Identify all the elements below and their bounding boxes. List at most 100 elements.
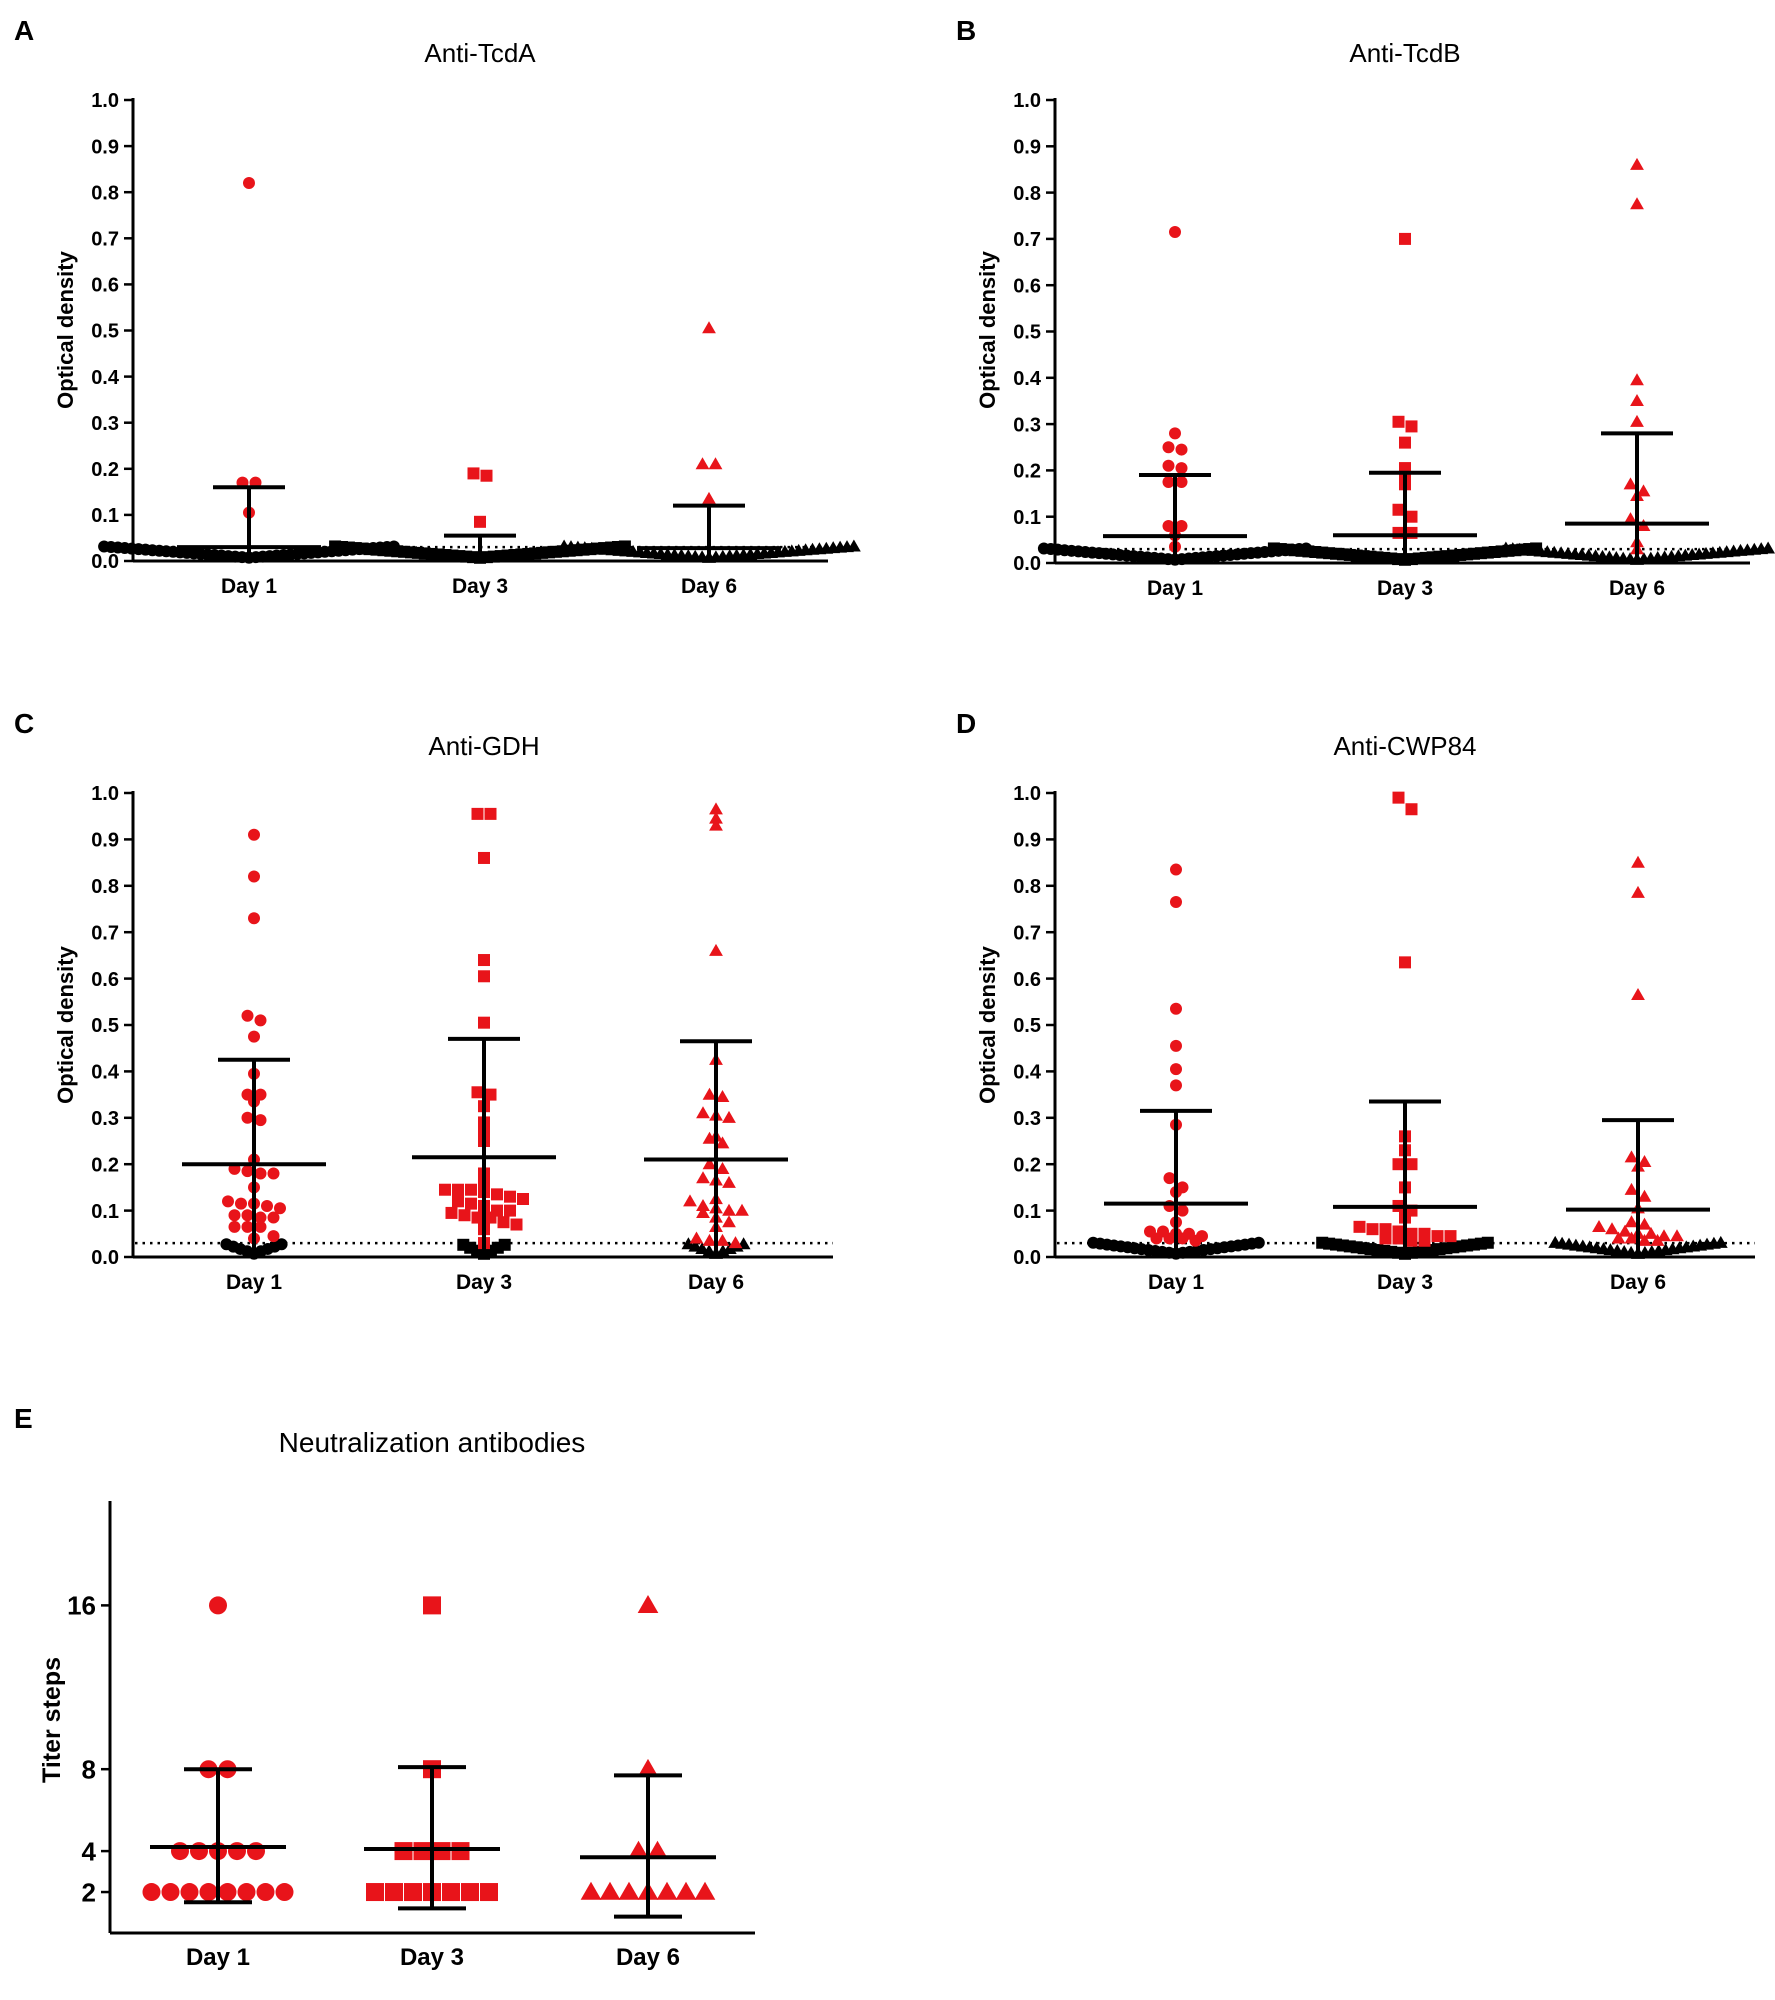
data-point — [241, 1009, 254, 1022]
y-tick-label: 0.6 — [1013, 969, 1041, 991]
y-tick-label: 0.0 — [1013, 1247, 1041, 1269]
data-point — [452, 1195, 464, 1208]
data-point — [1392, 1225, 1405, 1238]
y-axis-label: Optical density — [975, 250, 1000, 408]
data-point — [228, 1220, 241, 1233]
data-point — [1548, 1235, 1563, 1248]
data-point — [675, 1881, 697, 1900]
x-category-label: Day 1 — [1148, 1271, 1204, 1294]
data-point — [696, 1171, 710, 1184]
data-point — [241, 1220, 254, 1233]
data-point — [254, 1220, 267, 1233]
y-tick-label: 0.3 — [1013, 1108, 1041, 1130]
data-point — [237, 1883, 256, 1902]
data-point — [1175, 475, 1188, 488]
y-tick-label: 0.5 — [91, 1015, 119, 1037]
data-point — [1162, 459, 1175, 472]
data-point — [261, 1199, 273, 1212]
data-point — [478, 851, 490, 864]
data-point — [465, 1183, 477, 1196]
data-point — [171, 1842, 189, 1861]
y-tick-label: 0.7 — [91, 229, 119, 251]
data-point — [248, 828, 260, 841]
y-tick-label: 0.2 — [91, 1154, 119, 1176]
data-point — [439, 1183, 451, 1196]
data-point — [708, 457, 723, 470]
data-point — [1631, 987, 1645, 1000]
data-point — [1175, 519, 1188, 532]
data-point — [702, 1087, 717, 1100]
data-point — [1379, 1232, 1392, 1245]
data-point — [1176, 1204, 1189, 1217]
data-point — [385, 1883, 403, 1902]
data-point — [1657, 1229, 1671, 1242]
series-day-6 — [557, 321, 861, 563]
data-point — [1183, 1227, 1195, 1240]
panel-letter: A — [14, 15, 34, 46]
data-point — [1670, 1229, 1684, 1242]
y-tick-label: 0.6 — [91, 969, 119, 991]
x-category-label: Day 6 — [688, 1271, 744, 1294]
data-point — [1170, 1002, 1182, 1015]
data-point — [1630, 197, 1644, 210]
series-day-6 — [1499, 157, 1775, 565]
series-day-3 — [1267, 232, 1543, 566]
data-point — [471, 807, 484, 820]
y-tick-label: 4 — [82, 1836, 97, 1866]
y-tick-label: 0.4 — [1013, 1062, 1042, 1084]
data-point — [696, 1199, 710, 1212]
data-point — [478, 1016, 490, 1029]
y-tick-label: 0.9 — [1013, 830, 1041, 852]
data-point — [689, 1231, 704, 1244]
data-point — [220, 1238, 233, 1251]
data-point — [683, 1194, 697, 1207]
data-point — [696, 1206, 710, 1219]
data-point — [599, 1881, 621, 1900]
data-point — [1252, 1236, 1265, 1249]
data-point — [504, 1204, 516, 1217]
y-tick-label: 0.7 — [91, 922, 119, 944]
data-point — [1405, 803, 1418, 816]
panel-c: C Anti-GDH Optical density 0.0 0.1 0.2 0.3 0.4 0… — [14, 708, 833, 1294]
y-tick-label: 0.0 — [1013, 553, 1041, 575]
data-point — [1644, 1226, 1658, 1239]
y-tick-label: 0.3 — [91, 1108, 119, 1130]
data-point — [497, 1216, 510, 1229]
y-tick-label: 0.9 — [1013, 137, 1041, 159]
data-point — [637, 1595, 659, 1614]
data-point — [722, 1175, 736, 1188]
y-tick-label: 0.1 — [91, 1201, 119, 1223]
y-tick-label: 0.2 — [1013, 1154, 1041, 1176]
x-category-label: Day 6 — [681, 575, 737, 598]
x-category-label: Day 6 — [1610, 1271, 1666, 1294]
panel-b: B Anti-TcdB Optical density 0.0 0.1 0.2 0.3 0.4… — [956, 15, 1775, 600]
data-point — [580, 1881, 602, 1900]
data-point — [702, 1233, 717, 1246]
data-point — [1175, 462, 1188, 475]
data-point — [1392, 791, 1405, 804]
data-point — [1630, 157, 1644, 170]
data-point — [478, 954, 490, 967]
data-point — [442, 1883, 460, 1902]
data-point — [722, 1215, 736, 1228]
data-point — [1713, 1235, 1728, 1248]
y-tick-label: 0.4 — [1013, 368, 1042, 390]
data-point — [1170, 1063, 1182, 1076]
y-axis-label: Optical density — [53, 945, 78, 1103]
x-category-label: Day 3 — [452, 575, 508, 598]
data-point — [243, 176, 255, 189]
data-point — [209, 1596, 227, 1615]
data-point — [1392, 1158, 1405, 1171]
data-point — [637, 1758, 659, 1777]
panel-letter: D — [956, 708, 976, 739]
series-day-1 — [1087, 863, 1265, 1260]
panel-a: A Anti-TcdA Optical density 0.0 0.1 0.2 0.3 0.4… — [14, 15, 861, 598]
data-point — [1405, 1158, 1418, 1171]
data-point — [1618, 1224, 1632, 1237]
data-point — [1592, 1219, 1606, 1232]
data-point — [1037, 542, 1050, 555]
y-tick-label: 0.7 — [1013, 229, 1041, 251]
data-point — [247, 1842, 265, 1861]
data-point — [471, 1211, 484, 1224]
